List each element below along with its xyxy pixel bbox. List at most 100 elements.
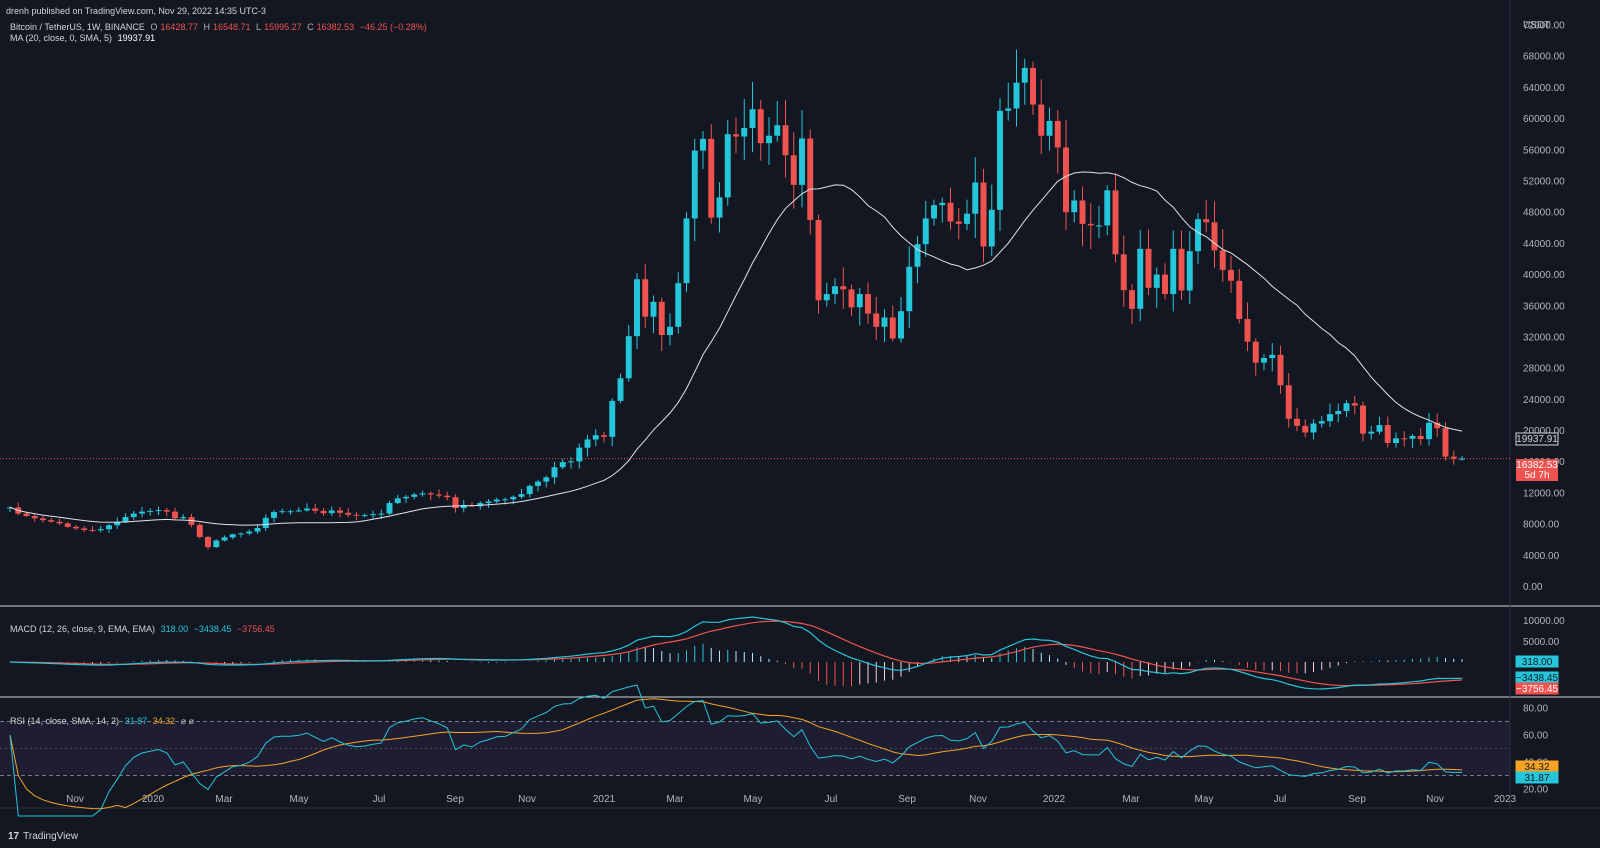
candle-body bbox=[1252, 341, 1259, 363]
price-tick-label: 64000.00 bbox=[1523, 83, 1565, 94]
rsi-legend[interactable]: RSI (14, close, SMA, 14, 2) 31.87 34.32 … bbox=[10, 716, 197, 727]
candle-body bbox=[1178, 248, 1185, 291]
candle-body bbox=[881, 317, 888, 327]
candle-body bbox=[1013, 82, 1020, 109]
candle-body bbox=[972, 182, 979, 214]
ma-tag: 19937.91 bbox=[1516, 434, 1558, 445]
rsi-band bbox=[0, 721, 1510, 776]
time-tick-label: May bbox=[1195, 794, 1214, 805]
price-tag-bg bbox=[1516, 459, 1558, 481]
candle-body bbox=[337, 510, 343, 513]
candle-body bbox=[172, 511, 178, 519]
macd-label: MACD (12, 26, close, 9, EMA, EMA) bbox=[10, 624, 156, 634]
candle-body bbox=[279, 511, 286, 513]
candle-body bbox=[1261, 358, 1267, 363]
candle-body bbox=[262, 517, 269, 529]
price-countdown: 5d 7h bbox=[1524, 470, 1549, 481]
ma-legend[interactable]: MA (20, close, 0, SMA, 5) 19937.91 bbox=[10, 33, 158, 43]
macd-tick-label: 5000.00 bbox=[1523, 637, 1560, 648]
candle-body bbox=[865, 294, 871, 314]
candle-body bbox=[246, 531, 253, 534]
price-tick-label: 24000.00 bbox=[1523, 395, 1565, 406]
candle-body bbox=[782, 125, 789, 156]
candle-body bbox=[1030, 67, 1036, 105]
candle-body bbox=[658, 301, 665, 335]
candle-body bbox=[675, 283, 682, 327]
price-tick-label: 72000.00 bbox=[1523, 21, 1565, 32]
time-tick-label: Nov bbox=[969, 794, 987, 805]
candle-body bbox=[1376, 425, 1383, 432]
candle-body bbox=[1096, 225, 1102, 227]
candle-body bbox=[922, 218, 929, 245]
candle-body bbox=[955, 221, 962, 224]
candle-body bbox=[733, 134, 739, 137]
price-tick-label: 56000.00 bbox=[1523, 145, 1565, 156]
candle-body bbox=[1335, 411, 1342, 415]
publish-text: drenh published on TradingView.com, Nov … bbox=[6, 6, 266, 16]
ma-value: 19937.91 bbox=[117, 33, 156, 43]
candle-body bbox=[345, 512, 352, 515]
candle-body bbox=[1351, 403, 1358, 406]
candle-body bbox=[89, 529, 96, 531]
candle-body bbox=[48, 520, 55, 522]
main-legend[interactable]: Bitcoin / TetherUS, 1W, BINANCE O 16428.7… bbox=[10, 22, 430, 32]
candle-body bbox=[741, 127, 748, 137]
price-tick-label: 60000.00 bbox=[1523, 114, 1565, 125]
candle-body bbox=[411, 494, 418, 497]
rsi-extra: ⌀ ⌀ bbox=[180, 716, 194, 726]
candle-body bbox=[873, 313, 880, 327]
moving-average-series bbox=[9, 171, 1463, 526]
time-tick-label: May bbox=[744, 794, 763, 805]
ma-tag-bg bbox=[1515, 432, 1559, 446]
macd-signal-tag: −3756.45 bbox=[1516, 684, 1558, 695]
time-tick-label: Jul bbox=[825, 794, 838, 805]
candle-body bbox=[180, 517, 187, 519]
candle-body bbox=[592, 435, 599, 440]
candle-body bbox=[444, 495, 451, 498]
time-tick-label: Nov bbox=[518, 794, 536, 805]
candle-body bbox=[823, 294, 830, 301]
candle-body bbox=[518, 494, 525, 497]
macd-line-tag: −3438.45 bbox=[1516, 673, 1558, 684]
candle-body bbox=[1137, 248, 1144, 309]
rsi-tick-label: 20.00 bbox=[1523, 785, 1548, 796]
candle-body bbox=[1046, 120, 1053, 136]
candle-body bbox=[1120, 254, 1127, 291]
candle-body bbox=[947, 202, 954, 222]
time-tick-label: Mar bbox=[1122, 794, 1140, 805]
price-tick-label: 44000.00 bbox=[1523, 239, 1565, 250]
candle-body bbox=[815, 219, 822, 301]
macd-legend[interactable]: MACD (12, 26, close, 9, EMA, EMA) 318.00… bbox=[10, 624, 278, 634]
candle-body bbox=[64, 523, 71, 527]
price-tick-label: 12000.00 bbox=[1523, 488, 1565, 499]
candle-body bbox=[1294, 418, 1300, 426]
price-tick-label: 36000.00 bbox=[1523, 301, 1565, 312]
candle-body bbox=[634, 279, 640, 337]
rsi-tag: 31.87 bbox=[1524, 773, 1549, 784]
price-tick-label: 48000.00 bbox=[1523, 208, 1565, 219]
macd-tick-label: 10000.00 bbox=[1523, 616, 1565, 627]
price-tick-label: 32000.00 bbox=[1523, 332, 1565, 343]
change-value: −46.25 (−0.28%) bbox=[359, 22, 427, 32]
tradingview-logo[interactable]: 17 TradingView bbox=[8, 831, 78, 842]
candle-body bbox=[1426, 422, 1432, 440]
candle-body bbox=[1203, 219, 1210, 223]
grid-lines bbox=[0, 0, 1600, 809]
candle-body bbox=[81, 528, 88, 530]
macd-line bbox=[9, 616, 1463, 690]
candle-body bbox=[939, 202, 946, 206]
candle-body bbox=[378, 513, 385, 515]
candle-body bbox=[271, 512, 277, 518]
candle-body bbox=[1384, 425, 1391, 444]
high-value: 16548.71 bbox=[212, 22, 251, 32]
macd-histogram-tag: 318.00 bbox=[1522, 657, 1553, 668]
candle-body bbox=[964, 213, 970, 224]
price-tick-label: 68000.00 bbox=[1523, 52, 1565, 63]
candle-body bbox=[1228, 269, 1234, 281]
candle-body bbox=[56, 521, 63, 524]
candle-body bbox=[1360, 405, 1366, 434]
candle-body bbox=[287, 511, 294, 513]
macd-signal-tag-bg bbox=[1515, 682, 1559, 695]
